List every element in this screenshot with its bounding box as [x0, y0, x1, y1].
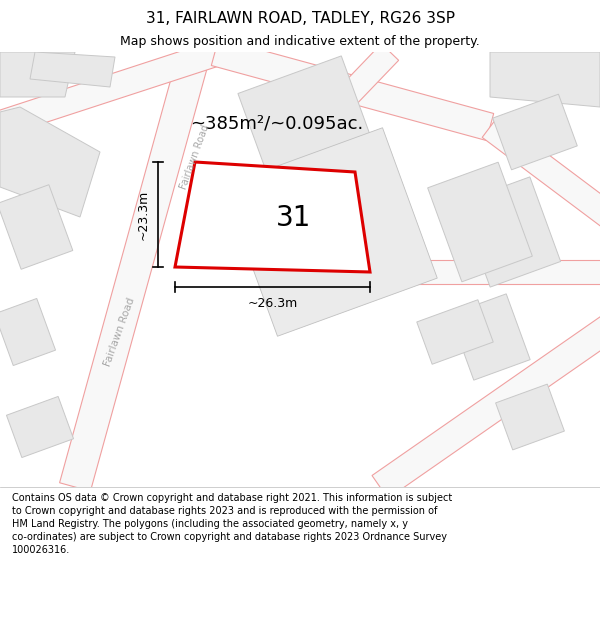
Text: Map shows position and indicative extent of the property.: Map shows position and indicative extent…: [120, 36, 480, 48]
Polygon shape: [496, 384, 565, 450]
Text: 31: 31: [276, 204, 311, 232]
Polygon shape: [0, 185, 73, 269]
Polygon shape: [223, 127, 437, 336]
Text: Fairlawn Road: Fairlawn Road: [103, 296, 137, 368]
Polygon shape: [7, 396, 74, 458]
Polygon shape: [30, 52, 115, 87]
Polygon shape: [0, 52, 75, 97]
Text: Contains OS data © Crown copyright and database right 2021. This information is : Contains OS data © Crown copyright and d…: [12, 492, 452, 556]
Polygon shape: [0, 299, 56, 366]
Polygon shape: [211, 39, 494, 141]
Polygon shape: [59, 48, 211, 491]
Polygon shape: [0, 39, 224, 139]
Polygon shape: [262, 44, 398, 185]
Polygon shape: [417, 300, 493, 364]
Polygon shape: [482, 117, 600, 228]
Polygon shape: [460, 177, 560, 287]
Text: ~23.3m: ~23.3m: [137, 189, 150, 239]
Polygon shape: [310, 260, 600, 284]
Text: ~385m²/~0.095ac.: ~385m²/~0.095ac.: [190, 114, 363, 132]
Text: Fairlawn Road: Fairlawn Road: [179, 123, 211, 191]
Text: ~26.3m: ~26.3m: [247, 297, 298, 310]
Text: 31, FAIRLAWN ROAD, TADLEY, RG26 3SP: 31, FAIRLAWN ROAD, TADLEY, RG26 3SP: [146, 11, 455, 26]
Polygon shape: [450, 294, 530, 380]
Polygon shape: [490, 52, 600, 107]
Polygon shape: [372, 316, 600, 499]
Polygon shape: [238, 56, 372, 178]
Polygon shape: [493, 94, 577, 170]
Polygon shape: [428, 162, 532, 282]
Polygon shape: [175, 162, 370, 272]
Polygon shape: [0, 107, 100, 217]
